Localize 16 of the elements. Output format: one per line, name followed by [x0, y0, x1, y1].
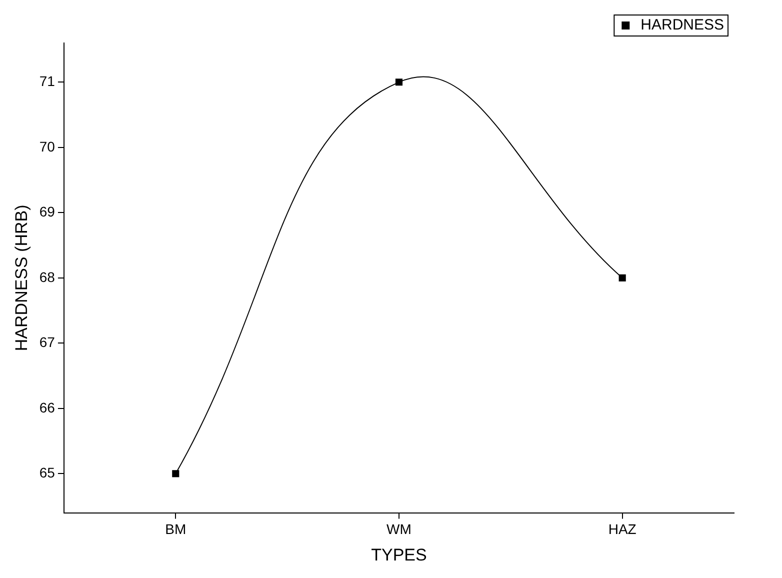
legend-label: HARDNESS: [640, 16, 724, 34]
point: [395, 78, 403, 86]
y-axis-title: HARDNESS (HRB): [12, 204, 31, 352]
y-tick-label: 69: [39, 204, 56, 220]
y-tick-label: 66: [39, 399, 56, 416]
y-tick-label: 68: [39, 268, 56, 285]
y-tick-label: 65: [39, 464, 56, 481]
x-tick-label: BM: [165, 521, 186, 538]
x-axis-title: TYPES: [371, 545, 427, 564]
y-tick-label: 67: [39, 334, 56, 350]
x-tick-label: HAZ: [608, 521, 637, 538]
y-tick-label: 70: [39, 138, 56, 154]
x-tick-label: WM: [386, 521, 412, 538]
y-tick-label: 71: [39, 73, 56, 90]
point: [172, 470, 180, 478]
point: [618, 274, 626, 282]
